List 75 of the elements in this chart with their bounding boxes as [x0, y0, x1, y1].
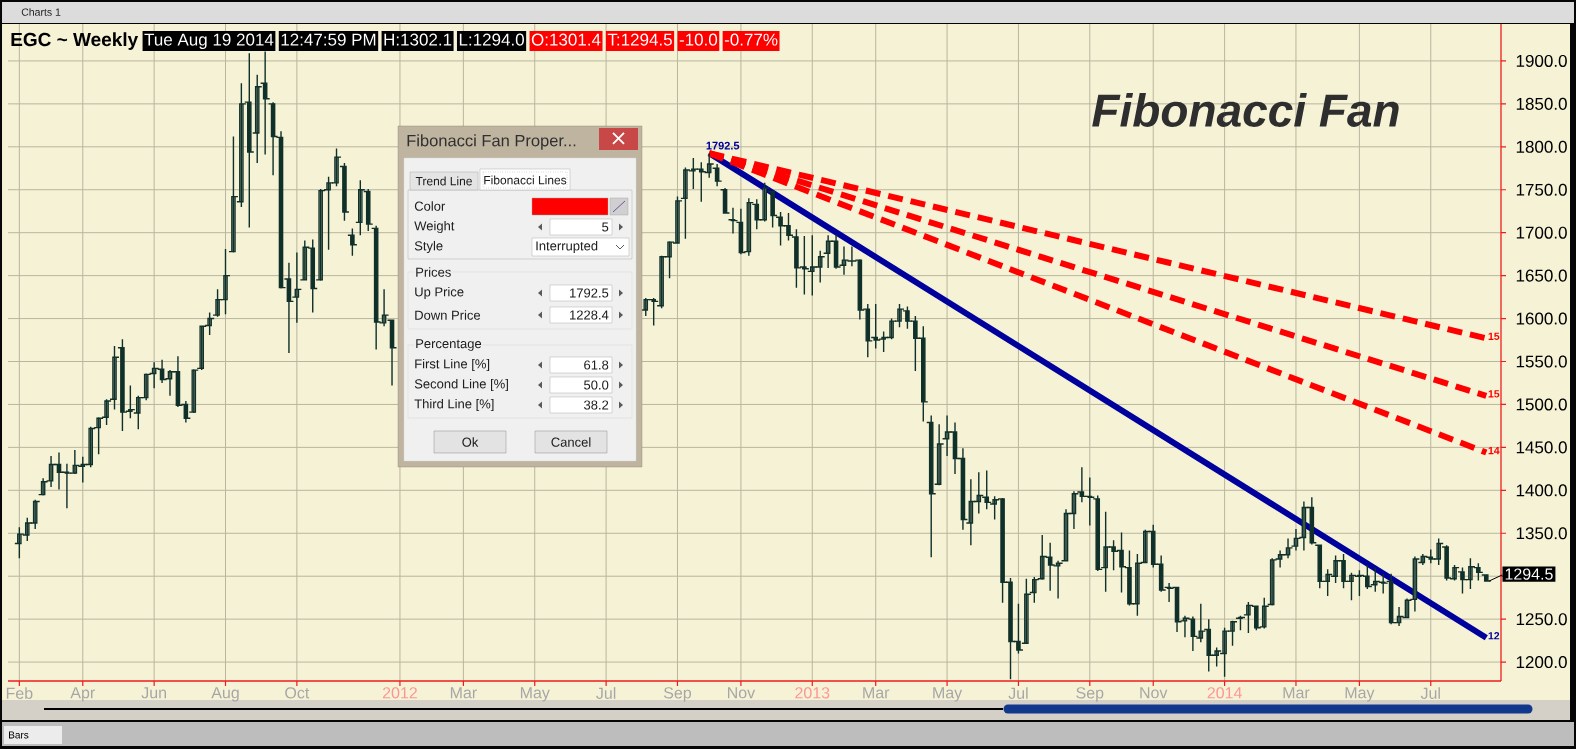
- y-tick-label: 1200.0: [1516, 656, 1567, 669]
- x-tick-label: Jul: [596, 687, 616, 699]
- x-tick-label: Aug: [211, 687, 239, 702]
- data-label: 1792.5: [706, 141, 740, 150]
- chart-subtitle: EGC ~ Weekly: [11, 32, 139, 50]
- annotation: First Line [%]: [415, 358, 490, 372]
- annotation: 1294.5: [1505, 568, 1553, 580]
- annotation: Second Line [%]: [414, 378, 508, 392]
- y-tick-label: 1850.0: [1516, 97, 1567, 110]
- annotation: Trend Line: [415, 176, 472, 186]
- x-tick-label: Sep: [663, 687, 692, 702]
- annotation: 5: [602, 222, 609, 232]
- annotation: 1792.5: [570, 288, 609, 298]
- y-tick-label: 1600.0: [1516, 312, 1567, 325]
- annotation: 14: [1488, 446, 1500, 455]
- annotation: Ok: [462, 437, 479, 447]
- annotation: 15: [1488, 332, 1500, 340]
- annotation: T:1294.5: [607, 33, 672, 46]
- y-tick-label: 1450.0: [1516, 441, 1567, 454]
- annotation: 12:47:59 PM: [281, 33, 376, 46]
- annotation: Third Line [%]: [414, 398, 494, 412]
- annotation: Percentage: [416, 339, 482, 351]
- x-tick-label: Jun: [141, 687, 166, 699]
- annotation: 38.2: [584, 400, 609, 410]
- x-tick-label: Jul: [1008, 687, 1028, 699]
- x-tick-label: Apr: [70, 687, 95, 702]
- x-tick-label: Jul: [1420, 687, 1440, 699]
- annotation: Style: [414, 240, 443, 254]
- x-tick-label: May: [520, 687, 550, 702]
- text: Fibonacci Fan Proper...: [407, 134, 576, 150]
- annotation: L:1294.0: [459, 33, 524, 46]
- text: Fibonacci Fan: [1092, 93, 1399, 127]
- annotation: Fibonacci Lines: [484, 175, 567, 185]
- x-tick-label: Mar: [1283, 687, 1310, 699]
- annotation: 1228.4: [570, 310, 609, 320]
- annotation: 12: [1488, 632, 1500, 640]
- x-tick-label: Mar: [863, 687, 890, 699]
- annotation: Tue Aug 19 2014: [144, 33, 274, 50]
- annotation: 50.0: [584, 380, 609, 390]
- text: Bars: [9, 731, 29, 739]
- annotation: Down Price: [415, 310, 481, 320]
- y-tick-label: 1650.0: [1516, 269, 1567, 282]
- y-tick-label: 1400.0: [1516, 484, 1567, 497]
- x-tick-label: May: [1345, 687, 1375, 702]
- x-tick-label: May: [933, 687, 963, 702]
- annotation: Prices: [416, 267, 451, 277]
- annotation: Cancel: [551, 437, 591, 447]
- annotation: -10.0: [679, 33, 718, 46]
- x-tick-label: Mar: [450, 687, 477, 699]
- y-tick-label: 1900.0: [1516, 54, 1567, 67]
- annotation: Up Price: [415, 286, 464, 300]
- text: Charts 1: [21, 8, 61, 16]
- annotation: Interrupted: [536, 240, 598, 254]
- y-tick-label: 1700.0: [1516, 226, 1567, 239]
- annotation: Weight: [414, 220, 455, 234]
- y-tick-label: 1350.0: [1516, 527, 1567, 540]
- x-tick-label: 2014: [1207, 687, 1242, 699]
- annotation: -0.77%: [724, 33, 778, 46]
- x-tick-label: Sep: [1076, 687, 1104, 702]
- y-tick-label: 1250.0: [1516, 613, 1567, 626]
- x-tick-label: Nov: [728, 687, 756, 699]
- x-tick-label: 2013: [795, 687, 830, 699]
- annotation: O:1301.4: [531, 33, 601, 46]
- x-tick-label: 2012: [382, 687, 417, 699]
- annotation: 61.8: [584, 360, 609, 370]
- y-tick-label: 1550.0: [1516, 355, 1567, 368]
- annotation: 15: [1488, 390, 1500, 398]
- x-tick-label: Nov: [1140, 687, 1168, 699]
- annotation: Color: [414, 201, 446, 211]
- y-tick-label: 1750.0: [1516, 183, 1567, 196]
- y-tick-label: 1800.0: [1516, 140, 1567, 153]
- x-tick-label: Feb: [6, 687, 33, 699]
- annotation: H:1302.1: [384, 33, 452, 46]
- y-tick-label: 1500.0: [1516, 398, 1567, 411]
- x-tick-label: Oct: [285, 687, 310, 699]
